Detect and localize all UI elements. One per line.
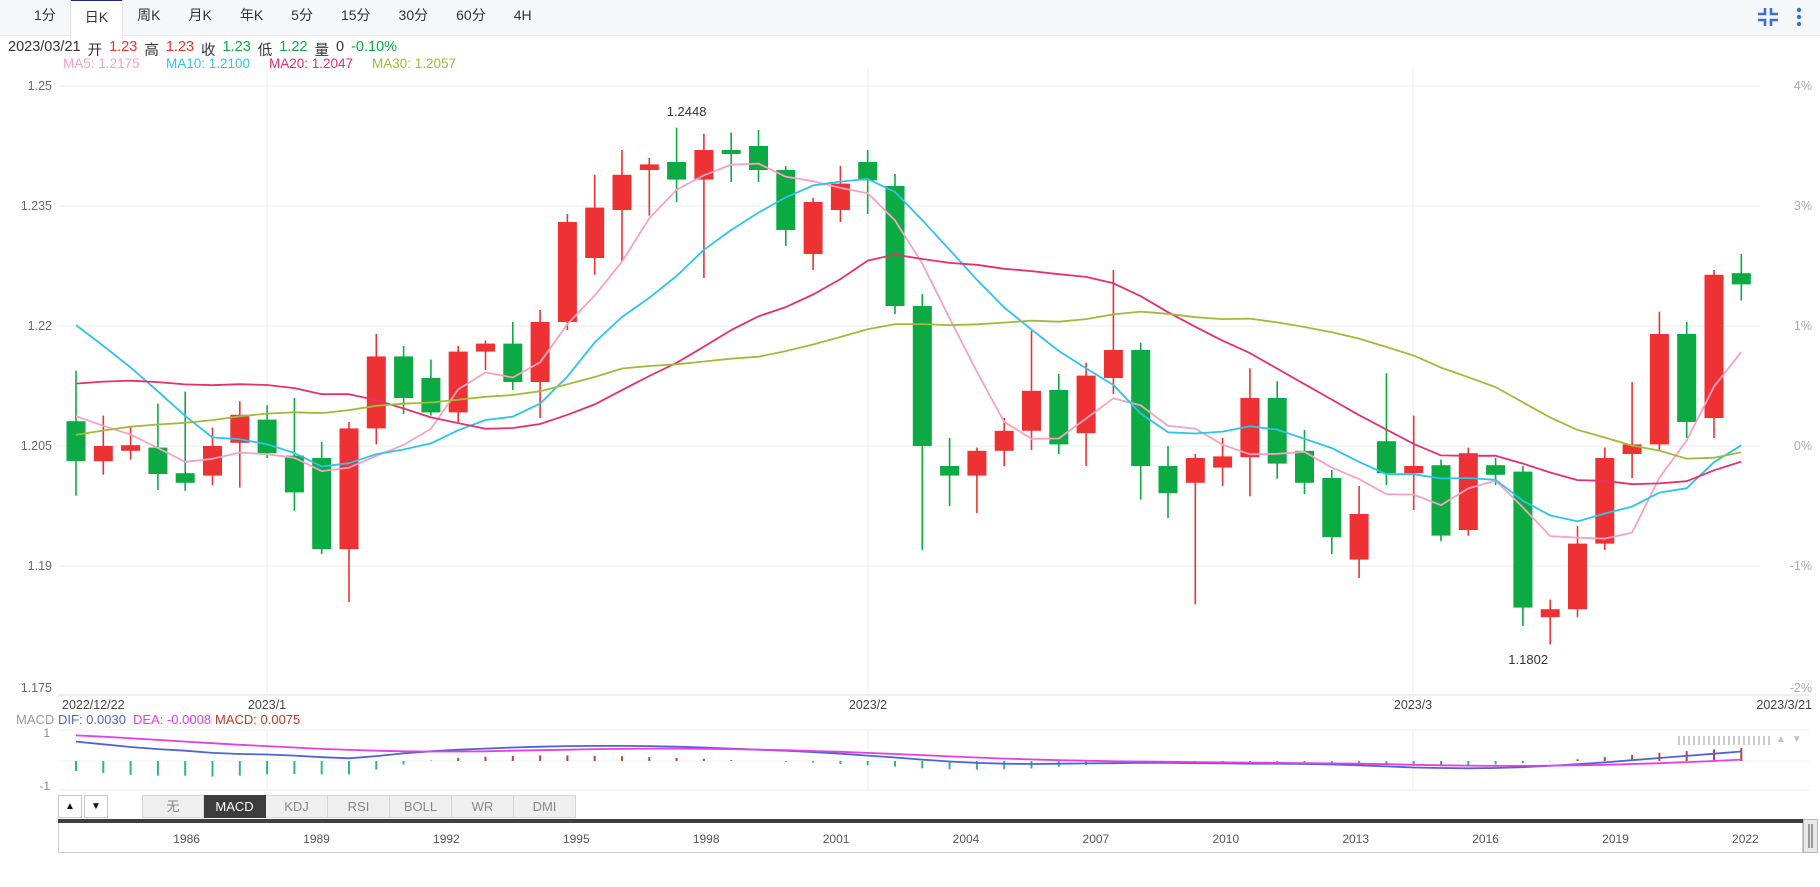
period-tab-日K[interactable]: 日K	[69, 0, 124, 38]
indicator-tab-BOLL[interactable]: BOLL	[390, 795, 452, 818]
ma5-legend: MA5: 1.2175	[63, 56, 140, 71]
indicator-up-button[interactable]: ▲	[58, 795, 82, 818]
period-tab-30分[interactable]: 30分	[398, 6, 429, 23]
price-tick-1.22: 1.22	[27, 319, 52, 333]
macd-axis-1: 1	[43, 726, 50, 740]
navigator-top-bar[interactable]	[58, 819, 1803, 823]
date-tick-2023/2: 2023/2	[848, 698, 888, 712]
date-tick-2023/3/21: 2023/3/21	[1756, 698, 1812, 712]
navigator-year-2007: 2007	[1082, 832, 1110, 846]
macd-hist-value: MACD: 0.0075	[215, 712, 301, 727]
period-tab-60分[interactable]: 60分	[456, 6, 486, 23]
open-label: 开	[87, 43, 103, 59]
macd-dif-value: DIF: 0.0030	[58, 712, 126, 727]
change-percent: -0.10%	[351, 39, 398, 55]
scroll-down-icon[interactable]: ▼	[1791, 734, 1802, 745]
indicator-tab-MACD[interactable]: MACD	[204, 795, 266, 818]
indicator-tab-无[interactable]: 无	[142, 795, 204, 818]
period-tab-5分[interactable]: 5分	[291, 6, 313, 23]
date-tick-2023/3: 2023/3	[1393, 698, 1433, 712]
indicator-tab-RSI[interactable]: RSI	[328, 795, 390, 818]
indicator-tab-WR[interactable]: WR	[452, 795, 514, 818]
navigator-year-2010: 2010	[1212, 832, 1240, 846]
navigator-year-1992: 1992	[433, 832, 460, 846]
navigator-year-2022: 2022	[1732, 832, 1759, 846]
date-tick-2022/12/22: 2022/12/22	[62, 698, 125, 712]
navigator-year-1986: 1986	[173, 832, 200, 846]
indicator-tabs: 无 MACD KDJ RSI BOLL WR DMI	[142, 795, 576, 818]
low-annotation: 1.1802	[1508, 652, 1549, 668]
macd-dea-value: DEA: -0.0008	[133, 712, 212, 727]
percent-tick-3%: 3%	[1793, 199, 1812, 213]
ohlc-info-row: 2023/03/21 开 1.23 高 1.23 收 1.23 低 1.22 量…	[8, 39, 397, 60]
percent-tick-1%: 1%	[1793, 319, 1812, 333]
high-value: 1.23	[165, 39, 195, 55]
period-tabs: 1分 日K 周K 月K 年K 5分 15分 30分 60分 4H	[20, 0, 546, 38]
high-label: 高	[144, 43, 159, 59]
navigator-year-1998: 1998	[692, 832, 720, 846]
navigator-year-1995: 1995	[562, 832, 590, 846]
price-tick-1.235: 1.235	[20, 199, 52, 213]
navigator-panel[interactable]	[58, 823, 1803, 853]
indicator-bar: ▲ ▼ 无 MACD KDJ RSI BOLL WR DMI	[58, 795, 576, 818]
price-tick-1.205: 1.205	[20, 439, 52, 453]
percent-tick-4%: 4%	[1793, 79, 1812, 93]
low-value: 1.22	[279, 39, 308, 55]
navigator-year-2013: 2013	[1342, 832, 1370, 846]
macd-panel-name: MACD	[16, 712, 55, 727]
kebab-menu-icon[interactable]	[1796, 6, 1802, 33]
macd-axis-minus1: -1	[39, 779, 50, 793]
navigator-slider-handle[interactable]	[1803, 819, 1818, 853]
navigator-year-2004: 2004	[952, 832, 980, 846]
period-tab-1分[interactable]: 1分	[34, 6, 56, 23]
toolbar-icons	[1756, 6, 1802, 33]
price-tick-1.25: 1.25	[27, 79, 52, 93]
scroll-dots[interactable]	[1678, 735, 1770, 745]
ma30-legend: MA30: 1.2057	[372, 56, 457, 71]
indicator-down-button[interactable]: ▼	[84, 795, 108, 818]
indicator-tab-KDJ[interactable]: KDJ	[266, 795, 328, 818]
ma20-legend: MA20: 1.2047	[269, 56, 354, 71]
period-tab-年K[interactable]: 年K	[239, 6, 264, 23]
close-value: 1.23	[222, 39, 251, 55]
navigator-year-2019: 2019	[1602, 832, 1629, 846]
navigator-year-2001: 2001	[822, 832, 850, 846]
scroll-up-icon[interactable]: ▲	[1776, 734, 1786, 745]
percent-tick--1%: -1%	[1789, 559, 1812, 573]
percent-tick--2%: -2%	[1789, 681, 1812, 695]
quote-date: 2023/03/21	[8, 39, 81, 55]
ma10-legend: MA10: 1.2100	[166, 56, 251, 71]
navigator-year-1989: 1989	[303, 832, 330, 846]
percent-tick-0%: 0%	[1793, 439, 1812, 453]
low-label: 低	[257, 43, 273, 59]
open-value: 1.23	[109, 39, 138, 55]
navigator-year-2016: 2016	[1472, 832, 1499, 846]
period-tab-4H[interactable]: 4H	[513, 6, 532, 23]
period-tab-15分[interactable]: 15分	[340, 6, 371, 23]
volume-value: 0	[336, 39, 345, 55]
period-toolbar: 1分 日K 周K 月K 年K 5分 15分 30分 60分 4H	[0, 0, 1820, 38]
collapse-icon[interactable]	[1756, 6, 1780, 33]
indicator-tab-DMI[interactable]: DMI	[514, 795, 576, 818]
period-tab-月K[interactable]: 月K	[188, 6, 212, 23]
price-tick-1.19: 1.19	[27, 559, 52, 573]
high-annotation: 1.2448	[666, 103, 707, 119]
indicator-scroll-control: ▲ ▼	[1678, 735, 1802, 745]
period-tab-周K[interactable]: 周K	[137, 6, 161, 23]
price-tick-1.175: 1.175	[20, 681, 52, 695]
date-tick-2023/1: 2023/1	[247, 698, 287, 712]
close-label: 收	[201, 43, 216, 59]
volume-label: 量	[314, 43, 330, 59]
